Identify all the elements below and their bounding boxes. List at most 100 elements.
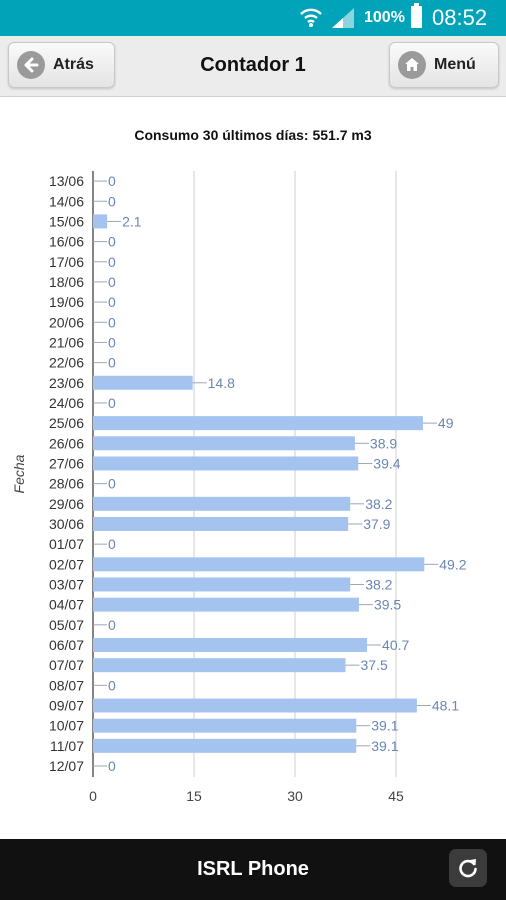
value-label: 14.8 (208, 375, 235, 391)
back-button[interactable]: Atrás (8, 42, 115, 88)
value-label: 0 (108, 476, 116, 492)
value-label: 48.1 (432, 698, 459, 714)
value-label: 0 (108, 314, 116, 330)
category-label: 18/06 (49, 274, 84, 290)
value-label: 0 (108, 617, 116, 633)
bar (93, 718, 357, 733)
category-label: 12/07 (49, 758, 84, 774)
category-label: 11/07 (50, 738, 84, 754)
category-label: 06/07 (49, 637, 84, 653)
value-label: 0 (108, 355, 116, 371)
menu-button-label: Menú (434, 56, 476, 73)
category-label: 15/06 (49, 213, 84, 229)
bar (93, 214, 108, 229)
x-tick-label: 30 (287, 788, 303, 804)
value-label: 0 (108, 395, 116, 411)
category-label: 17/06 (49, 254, 84, 270)
bar (93, 597, 359, 612)
bar (93, 577, 351, 592)
y-axis-title: Fecha (11, 454, 27, 493)
value-label: 37.9 (363, 516, 390, 532)
value-label: 39.1 (371, 718, 398, 734)
category-label: 05/07 (49, 617, 84, 633)
value-label: 0 (108, 234, 116, 250)
category-label: 14/06 (49, 193, 84, 209)
value-label: 38.9 (370, 435, 397, 451)
battery-icon (411, 3, 422, 28)
category-label: 02/07 (49, 556, 84, 572)
category-label: 16/06 (49, 234, 84, 250)
footer: ISRL Phone (0, 839, 506, 900)
x-tick-label: 0 (89, 788, 97, 804)
category-label: 25/06 (49, 415, 84, 431)
value-label: 37.5 (361, 657, 388, 673)
value-label: 49.2 (439, 556, 466, 572)
consumption-chart: 0 15 30 45 Fecha 13/06 0 14/06 0 15/06 2.1 16/06 0 17… (11, 171, 467, 804)
refresh-button[interactable] (449, 849, 487, 887)
category-label: 13/06 (49, 173, 84, 189)
bar (93, 496, 351, 511)
value-label: 38.2 (365, 576, 392, 592)
wifi-icon (300, 8, 322, 27)
category-label: 19/06 (49, 294, 84, 310)
bar (93, 436, 355, 451)
x-tick-label: 45 (388, 788, 404, 804)
category-label: 20/06 (49, 314, 84, 330)
category-label: 29/06 (49, 496, 84, 512)
value-label: 0 (108, 758, 116, 774)
value-label: 40.7 (382, 637, 409, 653)
category-label: 08/07 (49, 677, 84, 693)
category-label: 30/06 (49, 516, 84, 532)
bar (93, 416, 423, 431)
category-label: 04/07 (49, 597, 84, 613)
category-label: 10/07 (49, 718, 84, 734)
battery-percentage: 100% (364, 9, 405, 26)
x-tick-label: 15 (186, 788, 202, 804)
category-label: 24/06 (49, 395, 84, 411)
bar (93, 738, 357, 753)
back-button-label: Atrás (53, 56, 94, 73)
value-label: 39.1 (371, 738, 398, 754)
category-label: 23/06 (49, 375, 84, 391)
home-icon (398, 51, 426, 79)
value-label: 0 (108, 173, 116, 189)
value-label: 0 (108, 677, 116, 693)
category-label: 03/07 (49, 576, 84, 592)
value-label: 0 (108, 274, 116, 290)
bar (93, 375, 193, 390)
bar (93, 637, 368, 652)
value-label: 38.2 (365, 496, 392, 512)
category-label: 07/07 (49, 657, 84, 673)
value-label: 0 (108, 334, 116, 350)
value-label: 0 (108, 294, 116, 310)
category-label: 22/06 (49, 355, 84, 371)
category-label: 09/07 (49, 698, 84, 714)
value-label: 0 (108, 254, 116, 270)
bar (93, 698, 417, 713)
status-bar: 100% 08:52 (0, 0, 506, 36)
value-label: 0 (108, 193, 116, 209)
menu-button[interactable]: Menú (389, 42, 499, 88)
signal-icon (332, 8, 354, 28)
arrow-left-icon (17, 51, 45, 79)
category-label: 21/06 (49, 334, 84, 350)
chart-title: Consumo 30 últimos días: 551.7 m3 (134, 127, 372, 143)
category-label: 27/06 (49, 455, 84, 471)
value-label: 49 (438, 415, 454, 431)
clock: 08:52 (432, 5, 488, 30)
header: Atrás Contador 1 Menú (0, 36, 506, 97)
value-label: 39.5 (374, 597, 401, 613)
category-label: 01/07 (49, 536, 84, 552)
page-title: Contador 1 (200, 54, 306, 76)
footer-title: ISRL Phone (197, 858, 309, 880)
category-label: 26/06 (49, 435, 84, 451)
bar (93, 456, 359, 471)
value-label: 0 (108, 536, 116, 552)
value-label: 39.4 (373, 455, 400, 471)
bar (93, 658, 346, 673)
category-label: 28/06 (49, 476, 84, 492)
refresh-icon (459, 859, 477, 878)
bar (93, 516, 349, 531)
bar (93, 557, 425, 572)
value-label: 2.1 (122, 213, 142, 229)
